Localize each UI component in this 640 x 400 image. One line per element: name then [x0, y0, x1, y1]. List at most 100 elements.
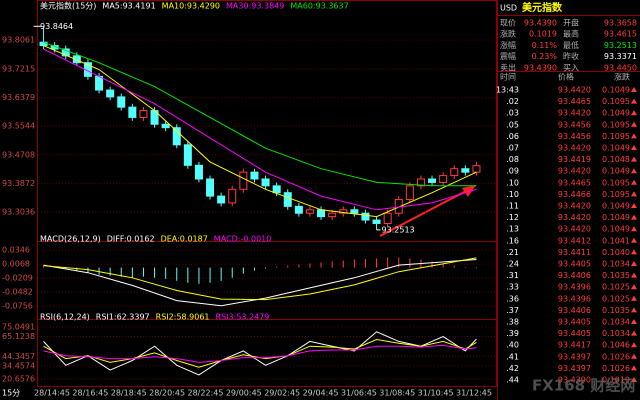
period-label: 15分	[2, 389, 20, 398]
tick-price: 93.4420	[558, 144, 591, 153]
ticks-header: 时间	[500, 72, 516, 82]
candle-body	[183, 144, 192, 166]
tick-price: 93.4397	[558, 352, 591, 361]
tick-change: 0.1040	[602, 248, 630, 257]
tick-time: .03	[506, 109, 519, 118]
tick-time: .06	[506, 132, 519, 141]
y-tick-label: 20.6576	[2, 375, 35, 384]
up-triangle	[631, 203, 637, 208]
y-tick-label: -0.0209	[2, 274, 33, 283]
tick-change: 0.1034	[602, 329, 630, 338]
indicator-line	[43, 45, 477, 218]
ticks-header: 涨跌	[614, 72, 630, 82]
candle-body	[272, 185, 281, 194]
tick-change: 0.1034	[602, 318, 630, 327]
tick-change: 0.1041	[602, 236, 630, 245]
tick-change: 0.1026	[602, 352, 630, 361]
quote-value: 93.4390	[524, 19, 557, 28]
min-label: 93.2513	[382, 225, 415, 234]
y-tick-label: 75.0491	[2, 322, 35, 331]
up-triangle	[631, 272, 637, 278]
tick-change: 0.1049	[602, 109, 630, 118]
up-triangle	[631, 319, 637, 324]
candle-body	[172, 127, 181, 146]
tick-time: .13	[506, 225, 519, 234]
indicator-line	[43, 331, 477, 376]
x-tick-label: 31/12:45	[456, 389, 492, 398]
candle-body	[428, 178, 437, 183]
x-tick-label: 31/10:45	[418, 389, 454, 398]
x-tick-label: 28/16:45	[72, 389, 108, 398]
tick-change: 0.1049	[602, 213, 630, 222]
candle-body	[95, 75, 104, 91]
quote-label: 震幅	[500, 51, 516, 61]
tick-change: 0.1035	[602, 271, 630, 280]
x-tick-label: 31/08:45	[379, 389, 415, 398]
up-triangle	[631, 191, 637, 197]
legend-entry: RSI2:58.9061	[156, 313, 210, 322]
tick-price: 93.4420	[558, 86, 591, 95]
tick-time: .38	[506, 318, 519, 327]
y-tick-label: 44.3457	[2, 352, 35, 361]
candle-body	[372, 219, 381, 224]
quote-label: 买入	[563, 63, 579, 72]
candle-body	[139, 110, 148, 118]
tick-time: .16	[506, 236, 519, 245]
candle-body	[72, 55, 81, 64]
tick-time: .10	[506, 178, 519, 187]
tick-change: 0.1035	[602, 306, 630, 315]
legend-entry: RSI(6,12,24)	[40, 313, 90, 322]
tick-time: 13:43	[496, 86, 519, 95]
tick-price: 93.4417	[558, 341, 591, 350]
symbol-name: 美元指数	[522, 1, 563, 14]
up-triangle	[631, 145, 637, 150]
tick-time: .24	[506, 260, 519, 269]
x-tick-label: 29/02:45	[264, 389, 300, 398]
legend-entry: RSI1:62.3397	[96, 313, 150, 322]
tick-price: 93.4406	[558, 306, 591, 315]
candle-body	[217, 195, 226, 204]
legend-entry: DEA:0.0187	[161, 235, 208, 244]
up-triangle	[631, 342, 637, 348]
quote-label: 卖出	[500, 62, 516, 72]
tick-price: 93.4420	[558, 202, 591, 211]
x-tick-label: 29/00:45	[226, 389, 262, 398]
quote-value: 93.4615	[604, 30, 637, 39]
up-triangle	[631, 168, 637, 174]
quote-value: 93.3658	[604, 19, 637, 28]
legend-entry: MA60:93.3637	[290, 2, 348, 11]
tick-price: 93.4411	[558, 248, 591, 257]
trend-arrow	[379, 189, 469, 237]
candle-body	[250, 171, 259, 180]
tick-time: .41	[506, 352, 519, 361]
candle-body	[294, 205, 303, 214]
up-triangle	[631, 156, 637, 162]
candle-body	[61, 48, 70, 57]
tick-time: .42	[506, 364, 519, 373]
x-tick-label: 28/22:45	[187, 389, 223, 398]
tick-time: .33	[506, 283, 519, 292]
tick-change: 0.1049	[602, 144, 630, 153]
quote-row: 现价 93.4390 开盘 93.3658	[500, 18, 637, 28]
y-tick-label: 93.6379	[2, 93, 35, 102]
up-triangle	[631, 237, 637, 243]
up-triangle	[631, 307, 637, 313]
x-tick-label: 28/20:45	[149, 389, 185, 398]
quote-label: 最低	[563, 40, 579, 50]
indicator-line	[43, 338, 477, 368]
indicator-line	[43, 257, 477, 301]
tick-change: 0.1026	[602, 364, 630, 373]
up-triangle	[631, 330, 637, 336]
trend-arrow-head	[462, 185, 476, 197]
candle-body	[383, 212, 392, 224]
y-tick-label: 93.5544	[2, 122, 35, 131]
x-tick-label: 28/14:45	[34, 389, 70, 398]
tick-change: 0.1025	[602, 283, 630, 292]
tick-price: 93.4420	[558, 109, 591, 118]
up-triangle	[631, 284, 637, 290]
y-tick-label: 93.4708	[2, 150, 35, 159]
tick-change: 0.1049	[602, 225, 630, 234]
candle-body	[350, 209, 359, 214]
tick-time: .44	[506, 376, 519, 385]
tick-change: 0.1095	[602, 132, 630, 141]
